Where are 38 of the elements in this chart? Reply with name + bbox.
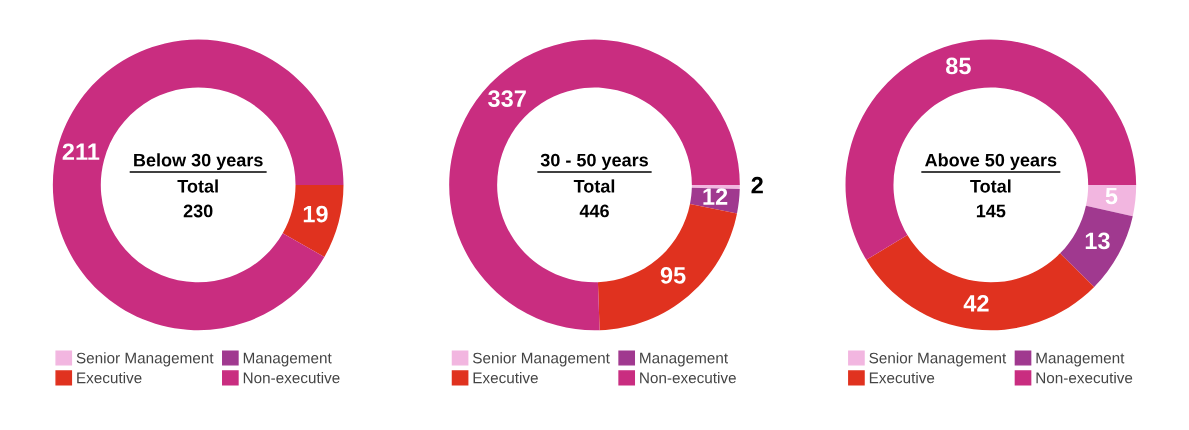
data-label: 95	[660, 266, 686, 284]
data-label: 19	[303, 205, 328, 223]
legend-label: Senior Management	[76, 352, 214, 367]
data-label: 5	[1105, 187, 1118, 205]
legend-label: Management	[243, 352, 332, 367]
data-label: 13	[1085, 232, 1110, 250]
text: 30 - 50 years	[540, 153, 648, 171]
legend-label: Executive	[473, 372, 538, 384]
donut-slice	[845, 39, 1137, 260]
legend-label: Senior Management	[473, 352, 610, 367]
legend-label: Senior Management	[869, 352, 1007, 367]
donut-slice	[1085, 184, 1137, 217]
legend-label: Non-executive	[1036, 372, 1133, 384]
text: 446	[579, 204, 609, 218]
donut-slice	[691, 184, 740, 189]
donut-slice	[449, 39, 740, 331]
data-label: 85	[945, 57, 971, 75]
text: 230	[183, 204, 213, 218]
donut-slice	[1060, 205, 1133, 288]
text: Total	[573, 179, 615, 193]
text: Total	[970, 179, 1011, 193]
legend-label: Non-executive	[640, 372, 736, 384]
data-label: 12	[703, 188, 728, 205]
donut-slice	[52, 39, 344, 331]
legend-label: Management	[640, 352, 728, 367]
text: Above 50 years	[925, 153, 1057, 171]
legend-label: Executive	[77, 372, 142, 384]
data-label: 2	[751, 176, 763, 194]
text: Below 30 years	[134, 153, 263, 171]
data-label: 211	[62, 143, 100, 160]
legend-label: Non-executive	[243, 372, 340, 384]
donut-slice	[282, 184, 344, 257]
legend-label: Executive	[869, 372, 935, 384]
text: 145	[976, 204, 1006, 218]
data-label: 42	[963, 295, 989, 312]
text: Total	[177, 179, 218, 193]
data-label: 337	[488, 90, 526, 107]
legend-label: Management	[1036, 352, 1125, 367]
